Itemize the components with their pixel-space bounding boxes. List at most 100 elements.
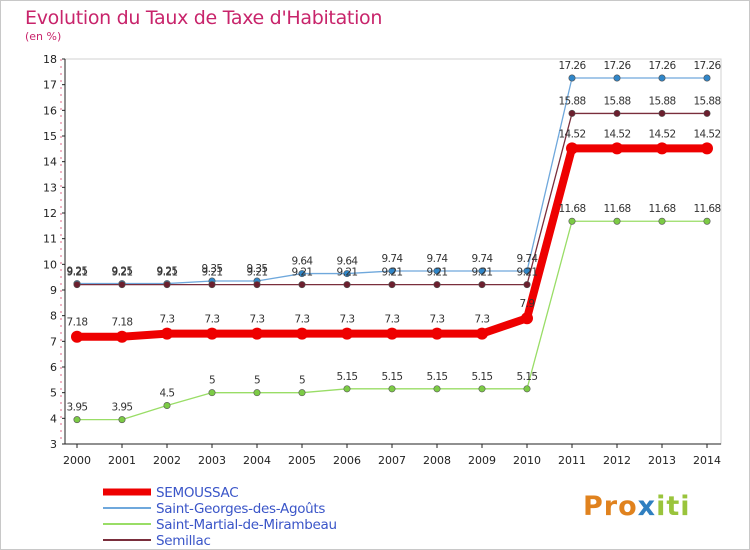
data-point: [163, 401, 171, 409]
data-point: [656, 142, 668, 155]
data-label: 9.21: [472, 267, 493, 279]
y-tick-label: 8: [50, 310, 57, 323]
x-tick-label: 2011: [558, 454, 586, 467]
data-point: [568, 74, 576, 82]
x-tick-label: 2010: [513, 454, 541, 467]
data-label: 7.18: [67, 317, 88, 329]
data-point: [388, 281, 396, 289]
data-label: 14.52: [558, 128, 585, 140]
data-label: 9.35: [202, 263, 223, 275]
y-tick-label: 13: [43, 181, 57, 194]
data-label: 7.9: [520, 298, 535, 310]
data-point: [253, 389, 261, 397]
data-point: [613, 217, 621, 225]
data-point: [613, 74, 621, 82]
data-point: [431, 327, 443, 340]
data-label: 3.95: [112, 402, 133, 414]
data-label: 7.18: [112, 317, 133, 329]
data-point: [296, 327, 308, 340]
data-label: 7.3: [295, 314, 310, 326]
y-tick-label: 5: [50, 387, 57, 400]
data-label: 5.15: [517, 371, 538, 383]
data-label: 15.88: [603, 95, 630, 107]
data-point: [116, 330, 128, 343]
data-point: [478, 385, 486, 393]
data-label: 9.74: [517, 253, 539, 265]
data-label: 9.21: [427, 267, 448, 279]
x-tick-label: 2008: [423, 454, 451, 467]
x-tick-label: 2005: [288, 454, 316, 467]
data-point: [343, 270, 351, 278]
data-label: 7.3: [475, 314, 490, 326]
data-label: 9.21: [337, 267, 358, 279]
y-tick-label: 16: [43, 104, 57, 117]
y-tick-label: 11: [43, 233, 57, 246]
data-point: [343, 385, 351, 393]
chart-subtitle: (en %): [25, 30, 62, 43]
data-point: [658, 74, 666, 82]
data-point: [71, 330, 83, 343]
data-point: [298, 270, 306, 278]
data-point: [298, 281, 306, 289]
data-label: 9.35: [247, 263, 268, 275]
data-label: 9.21: [202, 267, 223, 279]
chart-title: Evolution du Taux de Taxe d'Habitation: [25, 7, 383, 29]
data-point: [388, 385, 396, 393]
data-point: [478, 267, 486, 275]
data-label: 17.26: [693, 60, 721, 72]
data-point: [658, 217, 666, 225]
data-label: 14.52: [603, 128, 630, 140]
data-label: 17.26: [603, 60, 631, 72]
data-point: [208, 389, 216, 397]
data-label: 9.21: [382, 267, 403, 279]
data-point: [433, 267, 441, 275]
data-point: [298, 389, 306, 397]
data-label: 9.74: [472, 253, 494, 265]
data-point: [118, 416, 126, 424]
y-tick-label: 6: [50, 361, 57, 374]
data-point: [611, 142, 623, 155]
data-label: 11.68: [693, 203, 720, 215]
data-point: [478, 281, 486, 289]
data-label: 9.21: [157, 267, 178, 279]
x-tick-label: 2007: [378, 454, 406, 467]
data-point: [476, 327, 488, 340]
y-tick-label: 12: [43, 207, 57, 220]
x-tick-label: 2013: [648, 454, 676, 467]
data-label: 5.15: [472, 371, 493, 383]
data-label: 9.21: [517, 267, 538, 279]
logo-part-1: Pro: [583, 491, 638, 522]
data-point: [161, 327, 173, 340]
data-label: 9.74: [427, 253, 449, 265]
x-tick-label: 2003: [198, 454, 226, 467]
data-point: [208, 281, 216, 289]
y-tick-label: 17: [43, 79, 57, 92]
data-label: 7.3: [385, 314, 400, 326]
y-tick-label: 14: [43, 156, 57, 169]
series-line-0: [73, 144, 711, 341]
x-tick-label: 2009: [468, 454, 496, 467]
data-point: [433, 281, 441, 289]
y-tick-label: 4: [50, 412, 57, 425]
data-point: [568, 109, 576, 117]
data-label: 17.26: [558, 60, 586, 72]
data-label: 3.95: [67, 402, 88, 414]
data-point: [521, 312, 533, 325]
data-label: 4.5: [160, 388, 175, 400]
data-point: [388, 267, 396, 275]
data-label: 14.52: [693, 128, 720, 140]
legend-label: Saint-Georges-des-Agoûts: [156, 501, 325, 517]
data-point: [73, 416, 81, 424]
logo-part-2: x: [637, 491, 657, 522]
data-label: 9.64: [292, 256, 314, 268]
data-point: [523, 281, 531, 289]
data-label: 9.21: [247, 267, 268, 279]
x-tick-label: 2002: [153, 454, 181, 467]
legend-label: Semillac: [156, 533, 211, 549]
data-label: 9.74: [382, 253, 404, 265]
x-tick-label: 2012: [603, 454, 631, 467]
data-label: 9.25: [112, 266, 133, 278]
data-label: 11.68: [648, 203, 675, 215]
data-label: 5.15: [427, 371, 448, 383]
